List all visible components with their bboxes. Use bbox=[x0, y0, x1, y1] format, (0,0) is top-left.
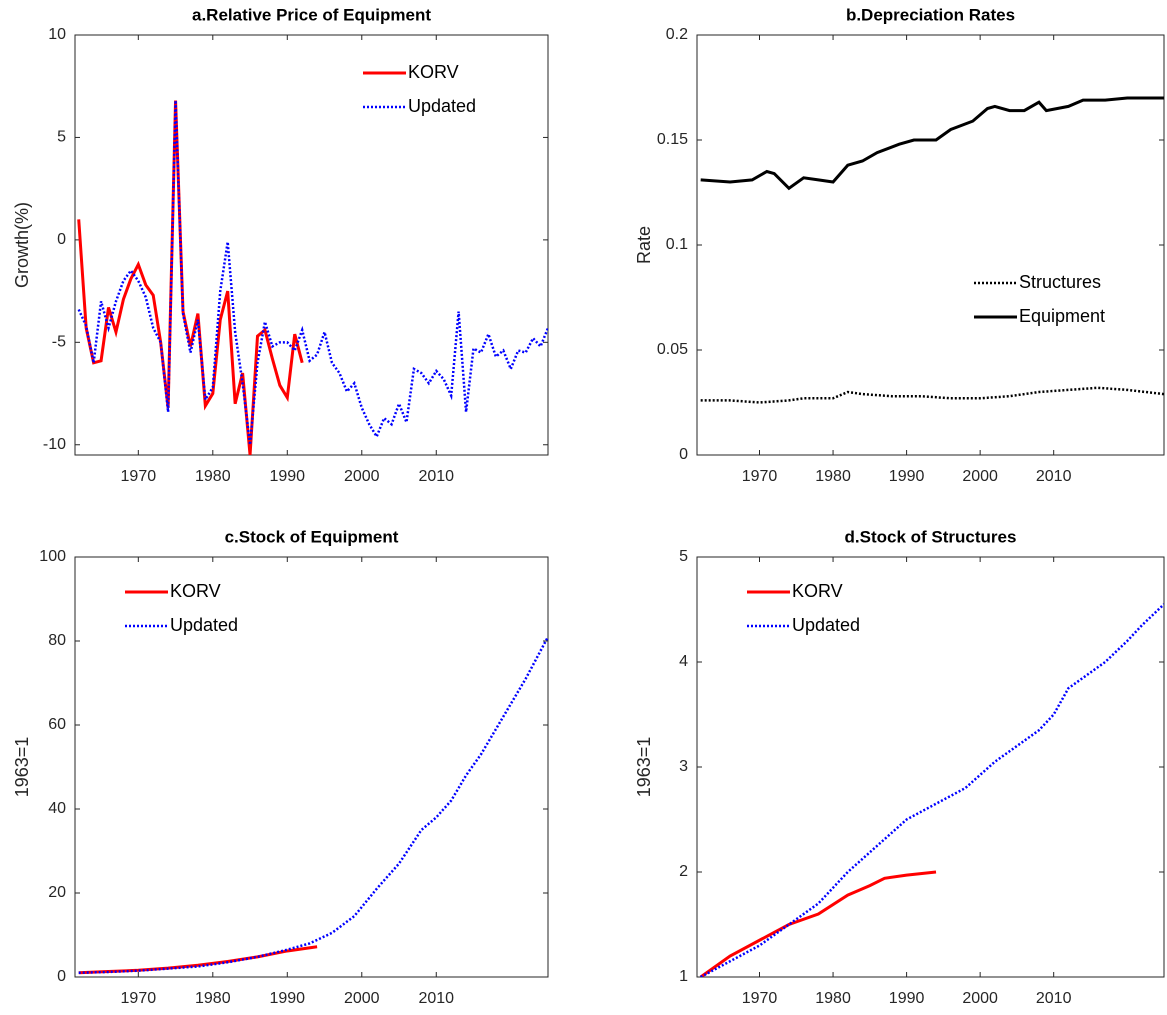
legend-label: Structures bbox=[1019, 272, 1101, 292]
y-tick-label: -10 bbox=[43, 436, 66, 453]
y-tick-label: 0 bbox=[679, 446, 688, 463]
y-tick-label: 0 bbox=[57, 968, 66, 985]
plot-area bbox=[74, 556, 549, 978]
y-tick-label: 100 bbox=[39, 548, 66, 565]
x-tick-label: 1970 bbox=[121, 468, 157, 485]
legend-label: Updated bbox=[170, 615, 238, 635]
legend-label: KORV bbox=[792, 581, 843, 601]
x-tick-label: 2010 bbox=[418, 468, 454, 485]
x-tick-label: 2010 bbox=[1036, 990, 1072, 1007]
series-line bbox=[78, 636, 548, 975]
x-tick-label: 2000 bbox=[962, 990, 998, 1007]
subplot: b.Depreciation Rates Rate 1970 1980 1990 2000… bbox=[634, 5, 1165, 485]
legend: KORV Updated bbox=[363, 62, 476, 116]
legend: KORV Updated bbox=[747, 581, 860, 635]
legend-label: KORV bbox=[408, 62, 459, 82]
y-axis-label: Growth(%) bbox=[12, 202, 32, 288]
x-tick-label: 1990 bbox=[269, 468, 305, 485]
x-tick-label: 1980 bbox=[815, 990, 851, 1007]
plot-area bbox=[696, 556, 1165, 978]
x-tick-label: 2000 bbox=[344, 468, 380, 485]
y-tick-label: 0.15 bbox=[657, 131, 688, 148]
legend: Structures Equipment bbox=[974, 272, 1105, 326]
x-tick-label: 1970 bbox=[742, 468, 778, 485]
y-tick-label: 0.1 bbox=[666, 236, 688, 253]
subplot: a.Relative Price of Equipment Growth(%) 19… bbox=[12, 5, 549, 485]
x-tick-label: 2010 bbox=[1036, 468, 1072, 485]
x-tick-label: 2000 bbox=[344, 990, 380, 1007]
y-tick-label: 0.2 bbox=[666, 26, 688, 43]
subplot-title: d.Stock of Structures bbox=[845, 527, 1017, 546]
x-tick-label: 1980 bbox=[815, 468, 851, 485]
y-tick-label: 40 bbox=[48, 800, 66, 817]
series-line bbox=[78, 945, 318, 975]
plot-area bbox=[696, 34, 1165, 456]
y-tick-label: 10 bbox=[48, 26, 66, 43]
y-tick-label: 60 bbox=[48, 716, 66, 733]
legend: KORV Updated bbox=[125, 581, 238, 635]
x-tick-label: 1970 bbox=[121, 990, 157, 1007]
subplot-title: a.Relative Price of Equipment bbox=[192, 5, 431, 24]
subplot: d.Stock of Structures 1963=1 1970 1980 1990 2… bbox=[634, 527, 1165, 1007]
x-tick-label: 2000 bbox=[962, 468, 998, 485]
y-tick-label: 1 bbox=[679, 968, 688, 985]
x-tick-label: 2010 bbox=[418, 990, 454, 1007]
x-tick-label: 1990 bbox=[889, 990, 925, 1007]
legend-label: Updated bbox=[792, 615, 860, 635]
y-axis-label: 1963=1 bbox=[634, 737, 654, 798]
x-tick-label: 1970 bbox=[742, 990, 778, 1007]
series-line bbox=[77, 100, 548, 445]
x-tick-label: 1980 bbox=[195, 990, 231, 1007]
y-tick-label: 5 bbox=[679, 548, 688, 565]
y-tick-label: 5 bbox=[57, 129, 66, 146]
series-line bbox=[77, 100, 304, 455]
y-tick-label: 3 bbox=[679, 758, 688, 775]
plot-area bbox=[74, 34, 549, 456]
subplot-title: c.Stock of Equipment bbox=[225, 527, 399, 546]
subplot: c.Stock of Equipment 1963=1 1970 1980 1990 20… bbox=[12, 527, 549, 1007]
y-tick-label: 80 bbox=[48, 632, 66, 649]
y-tick-label: 20 bbox=[48, 884, 66, 901]
y-tick-label: 2 bbox=[679, 863, 688, 880]
legend-label: KORV bbox=[170, 581, 221, 601]
x-tick-label: 1990 bbox=[269, 990, 305, 1007]
y-tick-label: 4 bbox=[679, 653, 688, 670]
series-line bbox=[700, 603, 1164, 977]
x-tick-label: 1980 bbox=[195, 468, 231, 485]
y-axis-label: 1963=1 bbox=[12, 737, 32, 798]
series-line bbox=[700, 96, 1164, 191]
legend-label: Updated bbox=[408, 96, 476, 116]
y-tick-label: 0.05 bbox=[657, 341, 688, 358]
subplot-title: b.Depreciation Rates bbox=[846, 5, 1015, 24]
y-tick-label: 0 bbox=[57, 231, 66, 248]
y-tick-label: -5 bbox=[52, 334, 66, 351]
y-axis-label: Rate bbox=[634, 226, 654, 264]
legend-label: Equipment bbox=[1019, 306, 1105, 326]
x-tick-label: 1990 bbox=[889, 468, 925, 485]
series-line bbox=[699, 870, 937, 977]
